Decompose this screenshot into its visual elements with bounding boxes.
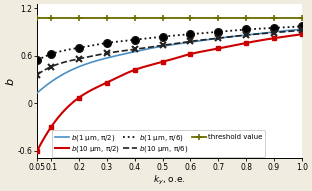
$b$(1 μm, π/6) [193,33,197,35]
$b$(10 μm, π/6) [36,74,39,76]
Y-axis label: $b$: $b$ [4,77,16,86]
$b$(1 μm, π/2) [36,92,39,94]
threshold value [300,16,304,19]
$b$(1 μm, π/2) [275,30,279,33]
$b$(1 μm, π/6) [36,59,40,61]
$b$(10 μm, π/2) [275,37,279,39]
$b$(10 μm, π/6) [258,33,262,35]
$b$(10 μm, π/2) [36,149,39,152]
Line: threshold value: threshold value [34,14,305,21]
Line: $b$(10 μm, π/6): $b$(10 μm, π/6) [37,30,302,75]
$b$(1 μm, π/6) [275,27,279,29]
$b$(10 μm, π/6) [36,73,40,75]
$b$(10 μm, π/2) [193,52,197,54]
$b$(10 μm, π/2) [192,52,196,54]
$b$(1 μm, π/6) [192,33,196,35]
$b$(1 μm, π/2) [193,40,197,43]
threshold value [217,16,220,19]
$b$(1 μm, π/6) [258,28,262,30]
threshold value [244,16,248,19]
$b$(1 μm, π/6) [197,32,201,35]
threshold value [272,16,276,19]
$b$(10 μm, π/2) [197,51,201,53]
$b$(1 μm, π/6) [36,59,39,62]
$b$(1 μm, π/2) [36,91,40,93]
$b$(10 μm, π/6) [197,39,201,41]
$b$(1 μm, π/2) [192,40,196,43]
$b$(10 μm, π/2) [300,33,304,35]
threshold value [161,16,164,19]
$b$(10 μm, π/2) [258,39,262,42]
$b$(1 μm, π/2) [258,32,262,35]
$b$(10 μm, π/2) [36,148,40,150]
threshold value [188,16,192,19]
threshold value [133,16,137,19]
Line: $b$(1 μm, π/2): $b$(1 μm, π/2) [37,29,302,93]
$b$(10 μm, π/6) [275,31,279,34]
X-axis label: $k_y$, о.е.: $k_y$, о.е. [153,174,186,187]
Legend: $b$(1 μm, π/2), $b$(10 μm, π/2), $b$(1 μm, π/6), $b$(10 μm, π/6), threshold valu: $b$(1 μm, π/2), $b$(10 μm, π/2), $b$(1 μ… [52,130,265,157]
threshold value [77,16,81,19]
threshold value [105,16,109,19]
Line: $b$(1 μm, π/6): $b$(1 μm, π/6) [37,26,302,60]
Line: $b$(10 μm, π/2): $b$(10 μm, π/2) [37,34,302,151]
threshold value [36,16,39,19]
$b$(10 μm, π/6) [300,29,304,32]
threshold value [49,16,53,19]
$b$(10 μm, π/6) [192,40,196,42]
$b$(1 μm, π/2) [197,40,201,42]
$b$(1 μm, π/6) [300,25,304,28]
$b$(10 μm, π/6) [193,40,197,42]
$b$(1 μm, π/2) [300,28,304,31]
